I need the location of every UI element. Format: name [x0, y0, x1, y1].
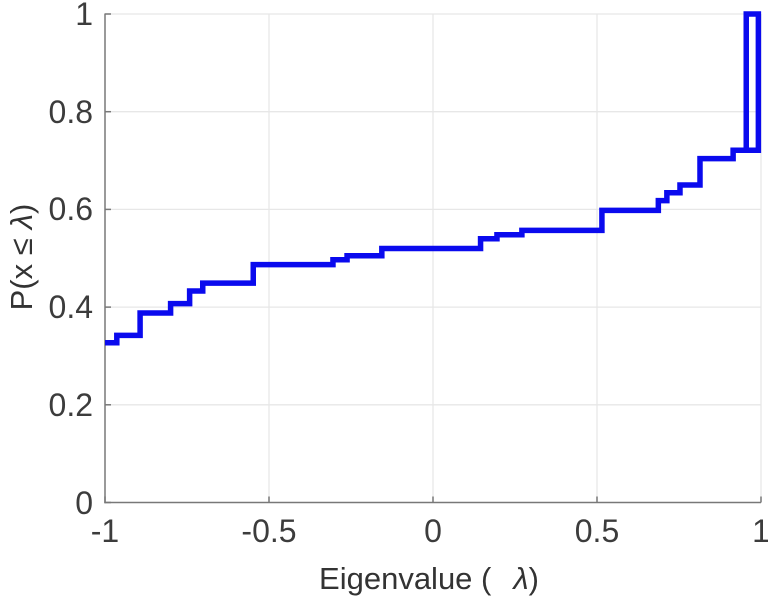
x-tick-label: 0	[424, 512, 442, 549]
y-tick-label: 0	[75, 484, 93, 521]
x-axis-label: Eigenvalue ( λ)	[319, 561, 539, 597]
ecdf-curve	[105, 147, 761, 346]
x-axis-label-text: Eigenvalue (	[319, 561, 492, 596]
lambda-symbol: λ	[513, 561, 529, 596]
x-axis-label-close: )	[528, 561, 539, 596]
y-axis-label-text: P(x ≤	[4, 238, 39, 311]
ecdf-spike	[743, 11, 762, 154]
y-tick-label: 1	[75, 0, 93, 32]
x-tick-label: 0.5	[574, 512, 620, 549]
x-tick-label: 1	[752, 512, 768, 549]
y-axis-label: P(x ≤ λ)	[4, 204, 40, 311]
x-tick-label: -0.5	[241, 512, 297, 549]
x-tick-label: -1	[90, 512, 120, 549]
y-tick-label: 0.2	[48, 386, 93, 423]
lambda-symbol: λ	[4, 213, 39, 230]
y-axis-label-close: )	[4, 203, 39, 214]
y-tick-label: 0.6	[48, 191, 93, 228]
y-tick-label: 0.8	[48, 93, 93, 130]
y-tick-label: 0.4	[48, 289, 93, 326]
